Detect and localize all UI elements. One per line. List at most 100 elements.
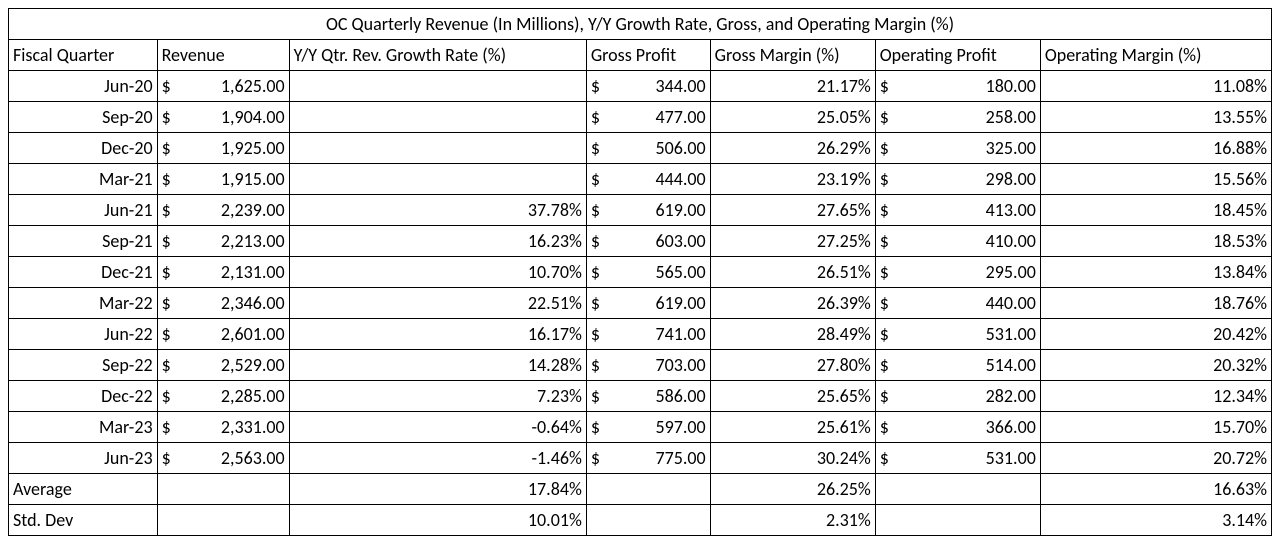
cell-operating-profit: $531.00 (875, 319, 1040, 350)
table-row: Mar-23$2,331.00-0.64%$597.0025.61%$366.0… (9, 412, 1272, 443)
currency-value: 413.00 (880, 197, 1036, 223)
cell-operating-margin: 20.72% (1040, 443, 1271, 474)
table-body: Jun-20$1,625.00$344.0021.17%$180.0011.08… (9, 71, 1272, 474)
currency-symbol: $ (591, 104, 600, 130)
cell-operating-profit: $514.00 (875, 350, 1040, 381)
cell-operating-margin: 18.45% (1040, 195, 1271, 226)
cell-gross-profit: $477.00 (586, 102, 710, 133)
table-title: OC Quarterly Revenue (In Millions), Y/Y … (9, 9, 1272, 40)
cell-yoy: 7.23% (289, 381, 586, 412)
cell-yoy: 14.28% (289, 350, 586, 381)
cell-revenue: $2,563.00 (157, 443, 289, 474)
cell-operating-profit: $366.00 (875, 412, 1040, 443)
currency-value: 2,601.00 (162, 321, 285, 347)
cell-operating-profit: $410.00 (875, 226, 1040, 257)
currency-symbol: $ (591, 383, 600, 409)
cell-fiscal-quarter: Mar-23 (9, 412, 158, 443)
cell-revenue: $2,331.00 (157, 412, 289, 443)
summary-row-stddev: Std. Dev 10.01% 2.31% 3.14% (9, 505, 1272, 536)
cell-yoy: -0.64% (289, 412, 586, 443)
cell-yoy: -1.46% (289, 443, 586, 474)
cell-gross-margin: 27.65% (710, 195, 875, 226)
cell-fiscal-quarter: Jun-22 (9, 319, 158, 350)
currency-value: 2,285.00 (162, 383, 285, 409)
table-row: Sep-21$2,213.0016.23%$603.0027.25%$410.0… (9, 226, 1272, 257)
cell-revenue: $2,285.00 (157, 381, 289, 412)
currency-value: 703.00 (591, 352, 706, 378)
currency-value: 531.00 (880, 445, 1036, 471)
cell-operating-profit: $325.00 (875, 133, 1040, 164)
cell-gross-profit: $703.00 (586, 350, 710, 381)
cell-gross-margin: 25.61% (710, 412, 875, 443)
cell-gross-margin: 30.24% (710, 443, 875, 474)
cell-operating-margin: 15.70% (1040, 412, 1271, 443)
currency-value: 741.00 (591, 321, 706, 347)
cell-yoy (289, 102, 586, 133)
cell-operating-profit: $295.00 (875, 257, 1040, 288)
cell-revenue: $2,239.00 (157, 195, 289, 226)
currency-value: 775.00 (591, 445, 706, 471)
cell-revenue: $2,601.00 (157, 319, 289, 350)
currency-value: 514.00 (880, 352, 1036, 378)
cell-yoy (289, 71, 586, 102)
currency-symbol: $ (162, 383, 171, 409)
header-yoy: Y/Y Qtr. Rev. Growth Rate (%) (289, 40, 586, 71)
cell-yoy (289, 133, 586, 164)
cell-operating-margin: 20.32% (1040, 350, 1271, 381)
cell-fiscal-quarter: Dec-20 (9, 133, 158, 164)
currency-symbol: $ (880, 228, 889, 254)
cell-gross-profit: $597.00 (586, 412, 710, 443)
currency-symbol: $ (880, 352, 889, 378)
cell-gross-profit: $444.00 (586, 164, 710, 195)
cell-gross-profit: $741.00 (586, 319, 710, 350)
currency-symbol: $ (880, 104, 889, 130)
currency-value: 282.00 (880, 383, 1036, 409)
cell-operating-profit: $440.00 (875, 288, 1040, 319)
cell-revenue: $1,625.00 (157, 71, 289, 102)
cell-gross-profit: $344.00 (586, 71, 710, 102)
currency-value: 619.00 (591, 197, 706, 223)
cell-yoy (289, 164, 586, 195)
currency-symbol: $ (880, 321, 889, 347)
currency-value: 1,925.00 (162, 135, 285, 161)
header-fiscal-quarter: Fiscal Quarter (9, 40, 158, 71)
title-row: OC Quarterly Revenue (In Millions), Y/Y … (9, 9, 1272, 40)
cell-fiscal-quarter: Jun-20 (9, 71, 158, 102)
summary-cell (586, 505, 710, 536)
currency-value: 2,529.00 (162, 352, 285, 378)
summary-gross-margin-average: 26.25% (710, 474, 875, 505)
cell-revenue: $2,529.00 (157, 350, 289, 381)
currency-symbol: $ (162, 73, 171, 99)
currency-symbol: $ (880, 135, 889, 161)
currency-symbol: $ (591, 73, 600, 99)
currency-symbol: $ (591, 197, 600, 223)
cell-revenue: $1,904.00 (157, 102, 289, 133)
cell-gross-margin: 27.80% (710, 350, 875, 381)
currency-symbol: $ (591, 259, 600, 285)
table-row: Dec-21$2,131.0010.70%$565.0026.51%$295.0… (9, 257, 1272, 288)
cell-gross-margin: 27.25% (710, 226, 875, 257)
summary-yoy-average: 17.84% (289, 474, 586, 505)
currency-value: 2,346.00 (162, 290, 285, 316)
cell-gross-profit: $619.00 (586, 288, 710, 319)
currency-symbol: $ (591, 290, 600, 316)
cell-gross-profit: $565.00 (586, 257, 710, 288)
currency-symbol: $ (880, 197, 889, 223)
currency-symbol: $ (880, 414, 889, 440)
currency-symbol: $ (162, 290, 171, 316)
currency-value: 366.00 (880, 414, 1036, 440)
cell-yoy: 37.78% (289, 195, 586, 226)
cell-revenue: $2,131.00 (157, 257, 289, 288)
cell-yoy: 22.51% (289, 288, 586, 319)
cell-revenue: $2,213.00 (157, 226, 289, 257)
currency-value: 586.00 (591, 383, 706, 409)
currency-value: 2,213.00 (162, 228, 285, 254)
cell-operating-margin: 16.88% (1040, 133, 1271, 164)
currency-symbol: $ (162, 228, 171, 254)
currency-value: 410.00 (880, 228, 1036, 254)
currency-symbol: $ (162, 166, 171, 192)
table-row: Sep-20$1,904.00$477.0025.05%$258.0013.55… (9, 102, 1272, 133)
currency-value: 531.00 (880, 321, 1036, 347)
currency-symbol: $ (162, 104, 171, 130)
table-row: Jun-21$2,239.0037.78%$619.0027.65%$413.0… (9, 195, 1272, 226)
